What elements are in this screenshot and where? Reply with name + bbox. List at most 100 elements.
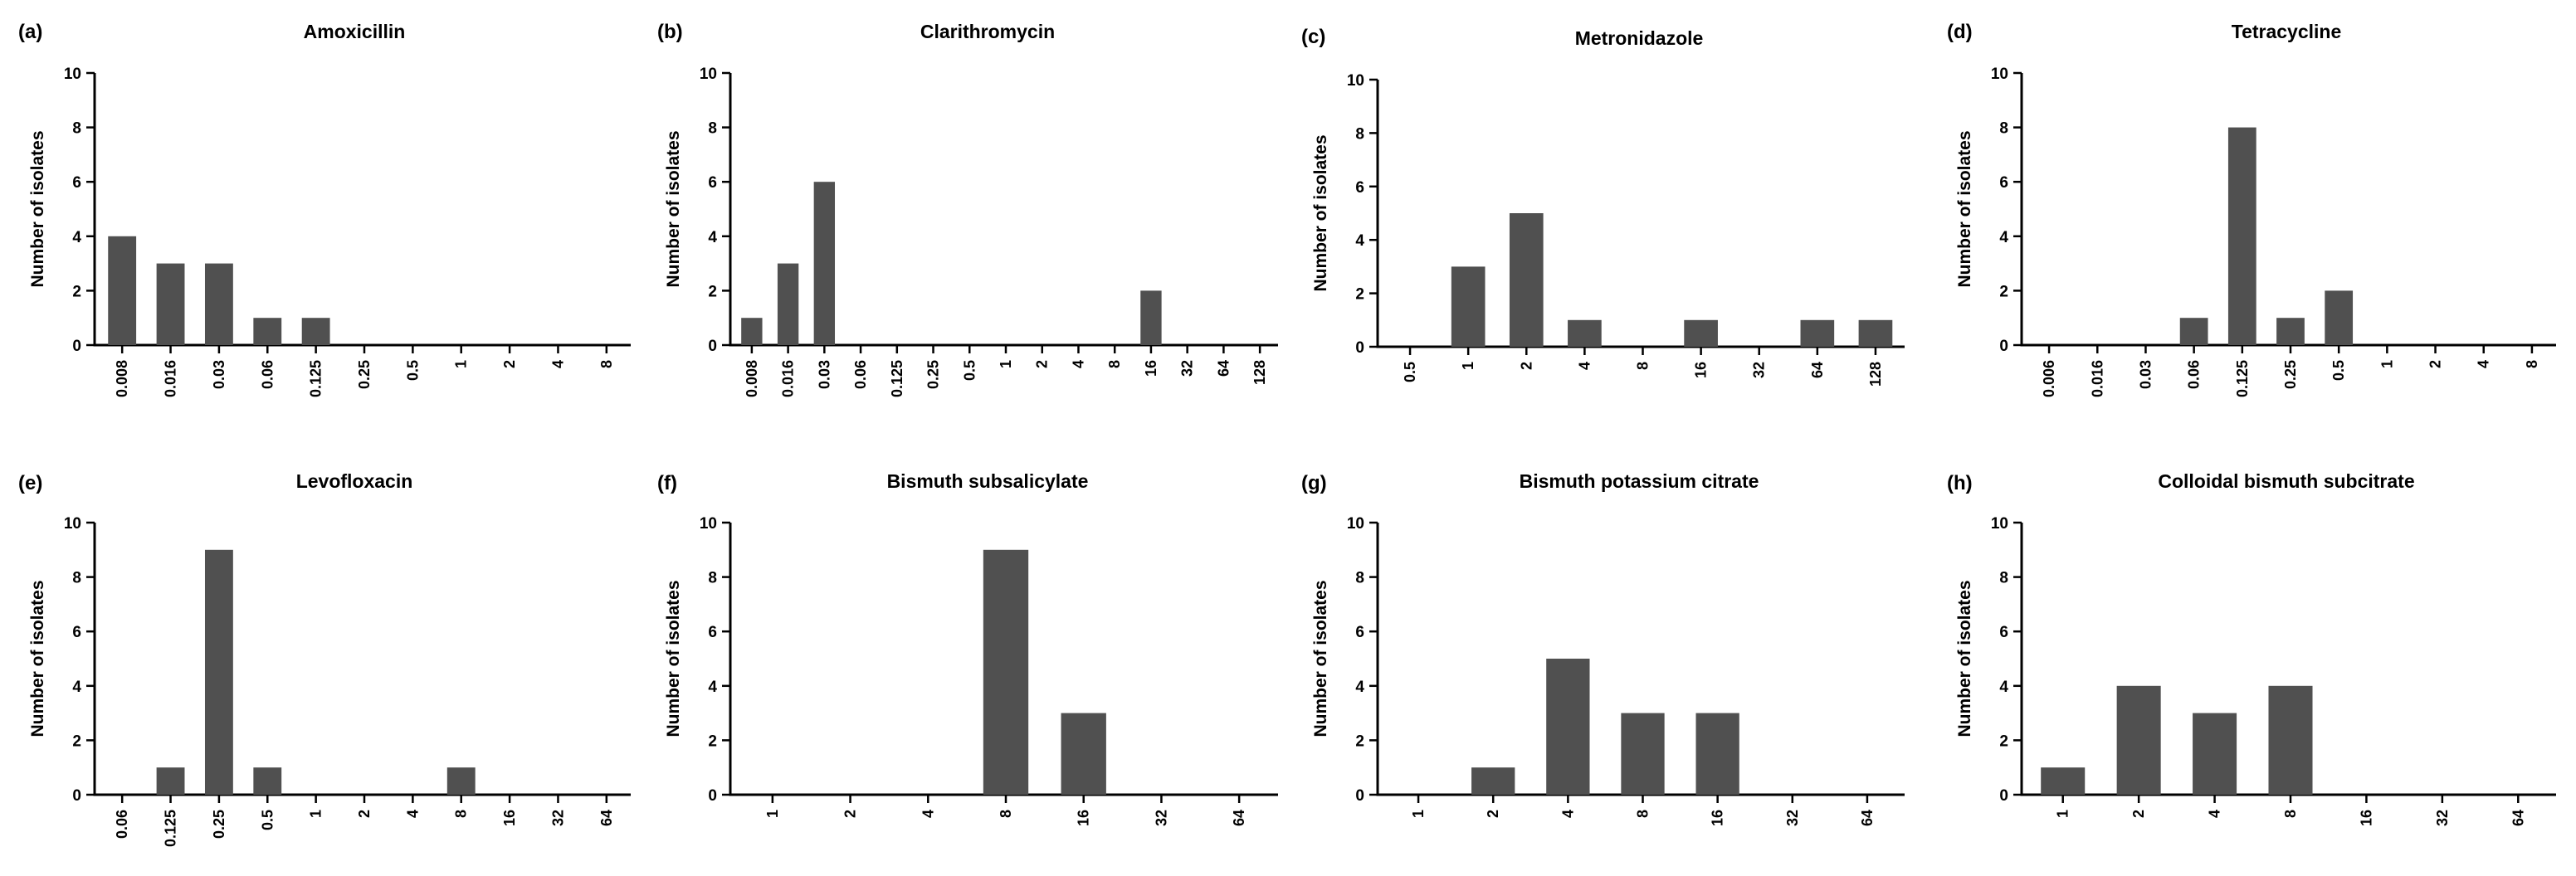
x-tick-label: 1 <box>2055 810 2071 818</box>
x-tick-label: 0.06 <box>2186 360 2203 389</box>
x-tick-label: 0.008 <box>744 360 760 397</box>
bar <box>446 767 476 795</box>
chart-title: Clarithromycin <box>920 21 1055 42</box>
x-tick-label: 0.016 <box>163 360 179 397</box>
chart-panel: (f) Bismuth subsalicylate Number of isolat… <box>657 470 1278 826</box>
chart-title: Tetracycline <box>2232 21 2342 42</box>
bar <box>2116 685 2161 795</box>
y-tick-label: 6 <box>1355 624 1364 641</box>
x-tick-label: 64 <box>1809 362 1826 378</box>
x-tick-label: 4 <box>2207 810 2223 818</box>
y-axis-label: Number of isolates <box>664 130 683 287</box>
bar <box>108 236 137 345</box>
y-tick-label: 10 <box>1991 66 2008 83</box>
x-tick-label: 128 <box>1867 362 1884 387</box>
bar <box>813 182 836 345</box>
y-tick-label: 4 <box>708 679 717 696</box>
y-tick-label: 8 <box>708 120 717 138</box>
y-tick-label: 0 <box>1355 339 1364 357</box>
y-tick-label: 8 <box>1999 570 2008 587</box>
y-tick-label: 6 <box>1355 179 1364 197</box>
y-tick-label: 4 <box>1355 232 1364 250</box>
x-tick-label: 0.5 <box>404 360 421 381</box>
x-tick-label: 8 <box>998 810 1014 818</box>
x-tick-label: 2 <box>1518 362 1534 370</box>
panel-label: (f) <box>657 472 677 494</box>
y-tick-label: 0 <box>708 787 717 805</box>
x-tick-label: 2 <box>842 810 859 818</box>
y-axis-label: Number of isolates <box>28 580 47 737</box>
x-tick-label: 64 <box>2510 810 2526 826</box>
bar <box>253 318 282 345</box>
y-tick-label: 4 <box>708 229 717 246</box>
y-axis-label: Number of isolates <box>1955 580 1974 737</box>
x-tick-label: 1 <box>764 810 781 818</box>
bar <box>156 263 185 345</box>
y-tick-label: 0 <box>1355 787 1364 805</box>
x-tick-label: 2 <box>2427 360 2444 368</box>
x-tick-label: 4 <box>1070 360 1086 368</box>
y-tick-label: 8 <box>72 570 81 587</box>
bar <box>2179 318 2208 345</box>
panel-label: (c) <box>1301 26 1325 48</box>
x-tick-label: 4 <box>1559 810 1576 818</box>
x-tick-label: 0.016 <box>780 360 797 397</box>
x-tick-label: 0.03 <box>211 360 227 389</box>
bar <box>2227 127 2256 345</box>
bar <box>253 767 282 795</box>
bar <box>1061 713 1106 795</box>
x-tick-label: 0.5 <box>2330 360 2347 381</box>
x-tick-label: 4 <box>1576 362 1593 370</box>
x-tick-label: 16 <box>1693 362 1710 378</box>
y-axis-label: Number of isolates <box>1955 130 1974 287</box>
x-tick-label: 0.016 <box>2089 360 2105 397</box>
bar <box>2268 685 2313 795</box>
x-tick-label: 0.25 <box>211 810 227 839</box>
x-tick-label: 0.125 <box>2234 360 2251 397</box>
y-tick-label: 2 <box>1999 732 2008 750</box>
y-tick-label: 10 <box>700 515 717 533</box>
x-tick-label: 32 <box>549 810 566 826</box>
x-tick-label: 16 <box>501 810 518 826</box>
x-tick-label: 0.125 <box>308 360 324 397</box>
x-tick-label: 64 <box>598 810 615 826</box>
x-tick-label: 32 <box>1751 362 1768 378</box>
panel-label: (b) <box>657 21 683 43</box>
x-tick-label: 0.06 <box>852 360 869 389</box>
y-tick-label: 8 <box>1355 570 1364 587</box>
x-tick-label: 0.008 <box>114 360 130 397</box>
x-tick-label: 0.125 <box>163 810 179 847</box>
y-tick-label: 4 <box>72 229 81 246</box>
panel-label: (g) <box>1301 472 1327 494</box>
y-tick-label: 6 <box>1999 174 2008 192</box>
x-tick-label: 8 <box>1635 810 1651 818</box>
panel-label: (h) <box>1947 472 1973 494</box>
chart-title: Amoxicillin <box>304 21 406 42</box>
y-tick-label: 6 <box>72 624 81 641</box>
y-axis-label: Number of isolates <box>1311 580 1330 737</box>
x-tick-label: 2 <box>1034 360 1051 368</box>
y-tick-label: 2 <box>708 732 717 750</box>
y-axis-label: Number of isolates <box>664 580 683 737</box>
x-tick-label: 64 <box>1859 810 1876 826</box>
chart-panel: (g) Bismuth potassium citrate Number of is… <box>1301 470 1905 826</box>
bar <box>1800 319 1835 347</box>
bar <box>1858 319 1893 347</box>
chart-title: Metronidazole <box>1575 27 1704 49</box>
y-tick-label: 10 <box>64 515 81 533</box>
chart-panel: (c) Metronidazole Number of isolates 0 2 4 6 8 1… <box>1301 26 1905 387</box>
x-tick-label: 4 <box>549 360 566 368</box>
y-tick-label: 2 <box>1355 732 1364 750</box>
y-tick-label: 8 <box>1355 125 1364 143</box>
x-tick-label: 16 <box>1710 810 1726 826</box>
panel-label: (d) <box>1947 21 1973 43</box>
y-tick-label: 0 <box>72 338 81 355</box>
x-tick-label: 0.5 <box>961 360 978 381</box>
bar <box>156 767 185 795</box>
bar <box>1621 713 1665 795</box>
x-tick-label: 32 <box>1153 810 1169 826</box>
x-tick-label: 0.25 <box>356 360 373 389</box>
bar <box>204 549 233 795</box>
